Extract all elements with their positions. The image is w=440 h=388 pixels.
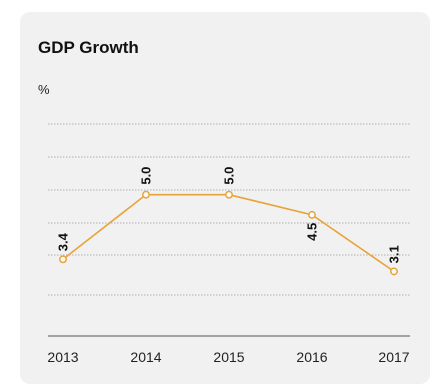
x-tick-label: 2017 bbox=[378, 349, 409, 365]
data-label: 5.0 bbox=[222, 167, 237, 185]
data-point bbox=[59, 255, 67, 264]
chart-card bbox=[20, 12, 430, 384]
data-label: 3.1 bbox=[387, 245, 402, 263]
y-axis-unit-label: % bbox=[38, 82, 50, 97]
data-point bbox=[308, 210, 316, 219]
x-tick-label: 2013 bbox=[47, 349, 78, 365]
data-label: 3.4 bbox=[56, 232, 71, 251]
data-points bbox=[59, 190, 398, 276]
chart-title: GDP Growth bbox=[38, 38, 139, 57]
data-point bbox=[142, 190, 150, 199]
x-tick-labels: 2013 2014 2015 2016 2017 bbox=[47, 349, 409, 365]
data-point bbox=[390, 267, 398, 276]
x-tick-label: 2016 bbox=[296, 349, 327, 365]
data-label: 5.0 bbox=[139, 167, 154, 185]
data-label: 4.5 bbox=[305, 223, 320, 241]
x-tick-label: 2014 bbox=[130, 349, 161, 365]
series-line bbox=[62, 193, 395, 273]
data-labels: 3.4 5.0 5.0 4.5 3.1 bbox=[56, 167, 402, 264]
gridlines bbox=[48, 123, 410, 296]
x-tick-label: 2015 bbox=[213, 349, 244, 365]
data-point bbox=[225, 190, 233, 199]
